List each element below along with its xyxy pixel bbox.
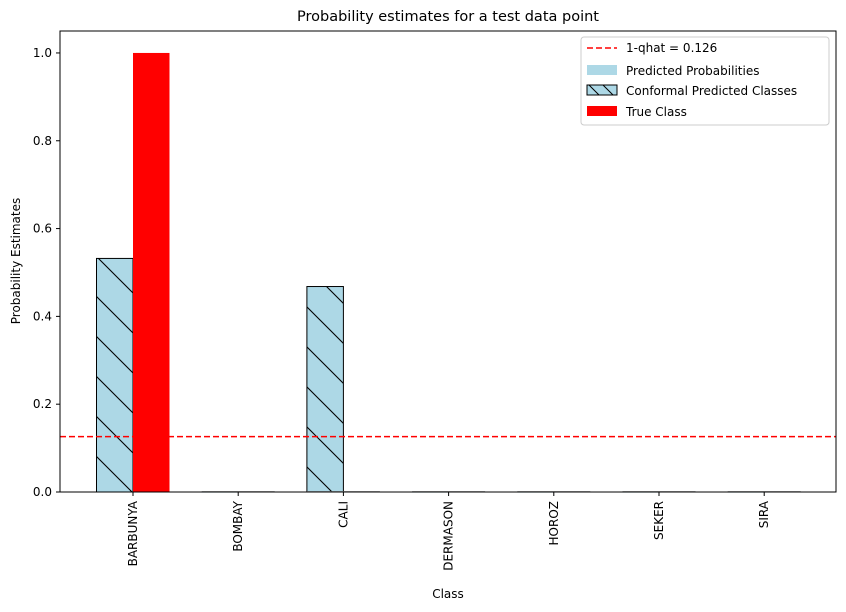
legend-predicted-swatch: [587, 65, 617, 75]
x-tick-label-cali: CALI: [336, 501, 350, 528]
x-tick-label-dermason: DERMASON: [442, 501, 456, 571]
x-tick-label-horoz: HOROZ: [547, 501, 561, 545]
y-tick-label: 0.0: [33, 485, 52, 499]
x-axis: BARBUNYA BOMBAY CALI DERMASON HOROZ SEKER SIRA: [126, 492, 771, 571]
bar-true-barbunya: [133, 52, 170, 492]
legend-frame: [580, 36, 830, 126]
chart-title: Probability estimates for a test data po…: [297, 9, 599, 25]
legend: 1-qhat = 0.126 Predicted Probabilities C…: [580, 36, 830, 126]
legend-predicted-label: Predicted Probabilities: [626, 64, 759, 78]
bar-conformal-barbunya: [96, 257, 134, 493]
legend-threshold-label: 1-qhat = 0.126: [626, 41, 717, 55]
x-tick-label-barbunya: BARBUNYA: [126, 500, 140, 566]
x-tick-label-bombay: BOMBAY: [231, 500, 245, 551]
y-tick-label: 1.0: [33, 46, 52, 60]
x-axis-label: Class: [432, 587, 464, 601]
legend-true-label: True Class: [625, 105, 687, 119]
x-tick-label-sira: SIRA: [757, 500, 771, 528]
x-tick-label-seker: SEKER: [652, 501, 666, 540]
y-axis: 0.0 0.2 0.4 0.6 0.8 1.0: [33, 46, 60, 499]
legend-conformal-hatch: [586, 84, 618, 96]
bar-conformal-cali: [306, 286, 344, 493]
legend-true-swatch: [587, 106, 617, 116]
y-tick-label: 0.6: [33, 222, 52, 236]
plot-frame: [59, 30, 837, 493]
legend-conformal-label: Conformal Predicted Classes: [626, 84, 797, 98]
y-tick-label: 0.2: [33, 397, 52, 411]
y-tick-label: 0.4: [33, 309, 52, 323]
y-tick-label: 0.8: [33, 134, 52, 148]
y-axis-label: Probability Estimates: [9, 198, 23, 325]
